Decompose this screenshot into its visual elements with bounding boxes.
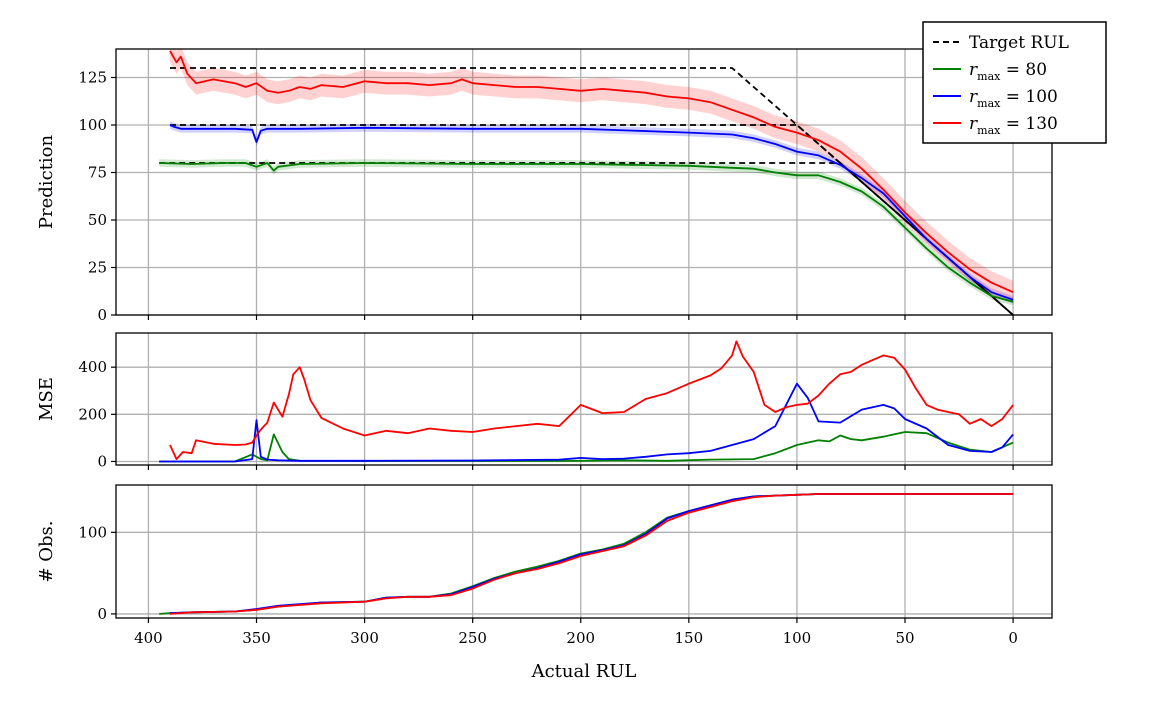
x-tick-label: 250 [458,629,487,647]
y-axis-label: Prediction [36,135,57,230]
axes-frame [115,484,1053,619]
x-tick-label: 0 [1008,629,1018,647]
x-tick-label: 200 [566,629,595,647]
x-tick-label: 100 [783,629,812,647]
legend-entry-label: rmax = 100 [969,87,1058,110]
series-band [170,121,1014,304]
series-group [159,493,1014,615]
x-axis-label: Actual RUL [531,661,637,682]
y-tick-label: 0 [97,605,107,623]
series-line-r-max-100 [169,124,1014,301]
x-tick-label: 150 [675,629,704,647]
y-tick-label: 25 [88,259,107,277]
x-tick-label: 300 [350,629,379,647]
y-tick-label: 100 [78,116,107,134]
series-group [159,49,1014,315]
axes-frame [115,48,1053,316]
y-tick-label: 400 [78,358,107,376]
series-line-r-max-130 [169,50,1014,294]
y-tick-label: 75 [88,164,107,182]
y-tick-label: 200 [78,405,107,423]
y-tick-label: 50 [88,211,107,229]
y-axis-label: # Obs. [36,520,57,582]
series-line-r-max-80 [159,162,1014,303]
legend: Target RUL rmax = 80 rmax = 100 rmax = 130 [922,21,1107,144]
mse-panel: 0 200 400 MSE [36,332,1053,470]
legend-entry-label: rmax = 80 [969,60,1047,83]
y-tick-label: 0 [97,452,107,470]
y-tick-label: 125 [78,69,107,87]
observations-panel: 0 100 400 350 300 250 200 150 100 50 0 # Obs. [36,484,1053,647]
axes-frame [115,332,1053,466]
legend-entry-label: rmax = 130 [969,114,1058,137]
series-line-r-max-130 [169,493,1014,615]
y-tick-label: 0 [97,306,107,324]
series-group [159,340,1014,463]
y-axis-label: MSE [36,377,57,421]
series-line-r-max-130 [169,340,1014,461]
series-line-r-max-80 [159,431,1014,463]
series-line-r-max-100 [159,382,1014,463]
x-tick-label: 50 [895,629,914,647]
x-tick-label: 400 [134,629,163,647]
x-tick-label: 350 [242,629,271,647]
legend-entry-label: Target RUL [969,33,1069,53]
prediction-panel: 0 25 50 75 100 125 Prediction [36,48,1053,324]
y-tick-label: 100 [78,523,107,541]
series-band [170,49,1014,304]
